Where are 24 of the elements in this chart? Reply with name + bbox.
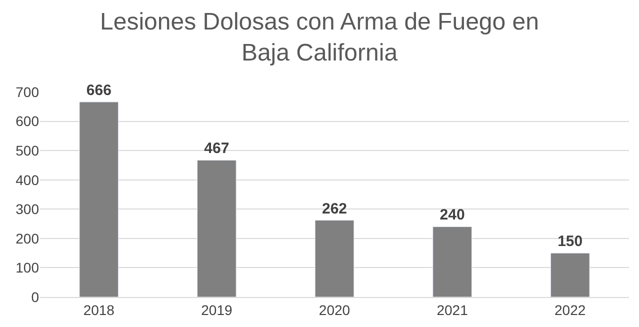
bar [432, 226, 472, 297]
data-label: 467 [204, 140, 230, 158]
data-label: 150 [558, 233, 583, 250]
y-tick-label: 300 [16, 201, 40, 218]
data-label: 666 [86, 82, 112, 99]
x-tick-label: 2020 [318, 302, 350, 318]
y-tick-label: 200 [16, 230, 40, 246]
bar [314, 220, 354, 297]
y-tick-label: 500 [16, 142, 40, 158]
y-tick-label: 400 [16, 172, 40, 188]
x-tick-label: 2022 [554, 302, 586, 318]
y-tick-label: 700 [16, 84, 40, 100]
bar [197, 160, 236, 297]
bar [79, 102, 119, 297]
chart-title: Lesiones Dolosas con Arma de Fuego en Baja California [100, 8, 539, 67]
y-tick-label: 0 [31, 288, 40, 305]
data-label: 240 [440, 206, 465, 224]
x-tick-label: 2018 [83, 302, 115, 318]
data-label: 262 [322, 200, 348, 218]
y-tick-label: 100 [16, 260, 40, 276]
x-tick-label: 2019 [201, 302, 232, 318]
bar [550, 252, 590, 297]
x-tick-label: 2021 [436, 302, 468, 318]
y-tick-label: 600 [16, 113, 40, 130]
